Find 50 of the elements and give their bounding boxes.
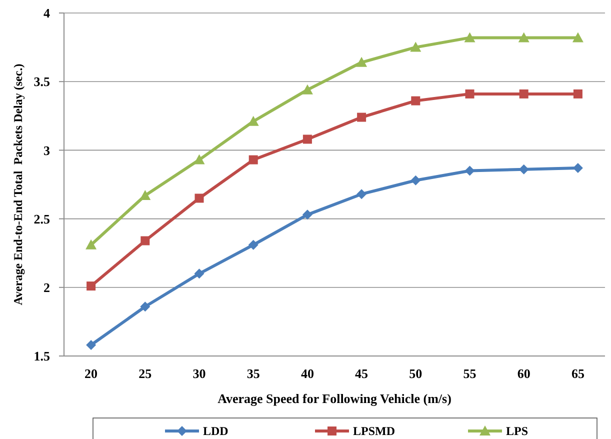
point xyxy=(140,236,150,246)
x-tick-label: 60 xyxy=(517,366,530,381)
point xyxy=(410,175,421,186)
y-tick-label: 2.5 xyxy=(34,211,50,226)
point xyxy=(518,32,530,42)
y-tick-label: 1.5 xyxy=(34,348,50,364)
x-tick-label: 50 xyxy=(409,366,422,381)
point xyxy=(86,239,97,250)
point xyxy=(410,42,422,52)
x-tick-label: 20 xyxy=(84,366,98,381)
legend-label: LDD xyxy=(203,424,229,438)
x-tick-label: 25 xyxy=(138,366,152,381)
point xyxy=(464,32,476,42)
x-tick-label: 45 xyxy=(355,366,369,381)
point xyxy=(248,155,258,164)
x-tick-label: 35 xyxy=(246,366,260,381)
point xyxy=(86,282,96,291)
point xyxy=(248,240,258,250)
y-tick-label: 3 xyxy=(44,142,50,158)
x-tick-label: 30 xyxy=(192,366,206,381)
point xyxy=(357,112,366,122)
legend-label: LPSMD xyxy=(353,424,396,438)
point xyxy=(411,96,420,106)
point xyxy=(464,166,475,176)
y-tick-label: 4 xyxy=(44,6,50,21)
point xyxy=(302,134,312,144)
point xyxy=(302,84,313,94)
point xyxy=(194,154,205,164)
point xyxy=(140,190,151,200)
point xyxy=(86,340,96,350)
x-axis-title: Average Speed for Following Vehicle (m/s) xyxy=(218,391,452,406)
point xyxy=(140,302,150,312)
point xyxy=(356,56,368,67)
point xyxy=(573,89,582,98)
legend-label: LPS xyxy=(506,424,528,438)
x-tick-label: 55 xyxy=(463,366,477,381)
point xyxy=(356,189,367,200)
point xyxy=(572,163,583,174)
x-tick-label: 40 xyxy=(300,366,314,381)
y-tick-label: 2 xyxy=(44,280,50,295)
point xyxy=(194,268,204,279)
point xyxy=(302,210,312,220)
x-tick-label: 65 xyxy=(571,366,585,381)
point xyxy=(572,32,584,42)
y-tick-label: 3.5 xyxy=(34,74,50,90)
y-axis-title: Average End-to-End Total Packets Delay (sec.) xyxy=(11,64,25,306)
point xyxy=(519,89,528,98)
point xyxy=(465,89,474,98)
point xyxy=(518,164,529,174)
point xyxy=(194,194,204,203)
